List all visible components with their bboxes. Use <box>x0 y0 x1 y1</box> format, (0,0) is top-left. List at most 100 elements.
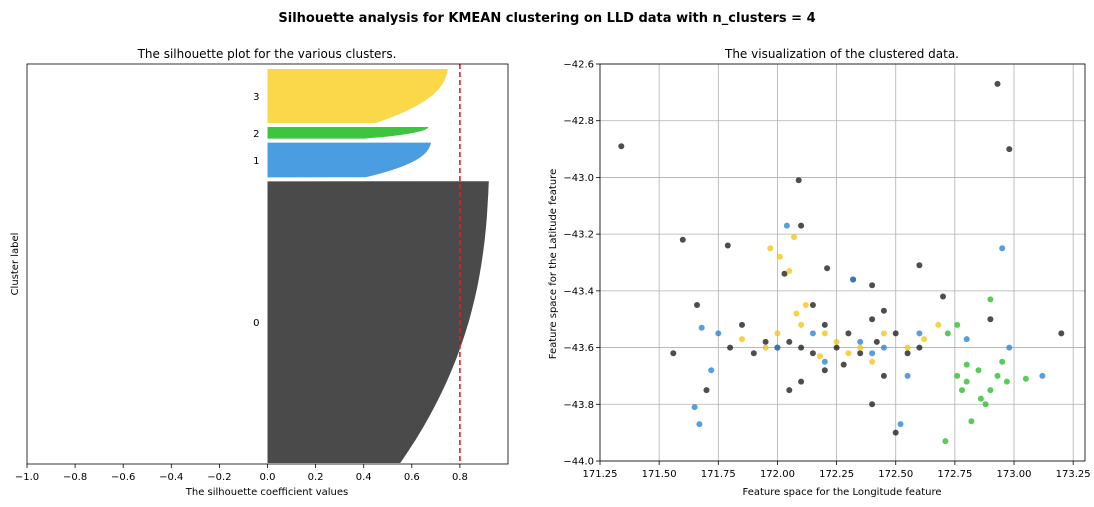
figure-suptitle: Silhouette analysis for KMEAN clustering… <box>278 11 815 26</box>
silhouette-band-cluster-1 <box>267 142 431 178</box>
silhouette-xtick-label: 0.4 <box>356 472 372 483</box>
scatter-point <box>727 344 734 351</box>
scatter-point <box>696 421 703 428</box>
cluster-label-0: 0 <box>253 318 259 329</box>
scatter-point <box>1003 378 1010 385</box>
scatter-point <box>982 401 989 408</box>
scatter-point <box>944 330 951 337</box>
scatter-point <box>845 330 852 337</box>
scatter-point <box>959 387 965 394</box>
scatter-xtick-label: 172.25 <box>819 469 854 480</box>
scatter-point <box>786 268 793 274</box>
scatter-xlabel: Feature space for the Longitude feature <box>742 487 941 498</box>
scatter-point <box>762 344 769 351</box>
scatter-point <box>873 338 880 345</box>
scatter-point <box>963 378 970 385</box>
scatter-point <box>987 296 994 303</box>
scatter-point <box>698 324 705 331</box>
scatter-ylabel: Feature space for the Latitude feature <box>548 169 559 359</box>
scatter-point <box>798 321 805 328</box>
scatter-point <box>1006 146 1013 153</box>
silhouette-xtick-label: 0.2 <box>308 472 324 483</box>
scatter-point <box>880 330 887 337</box>
scatter-point <box>999 358 1006 365</box>
scatter-ytick-label: −43.0 <box>563 173 594 184</box>
scatter-point <box>869 350 876 357</box>
scatter-point <box>1006 344 1013 351</box>
scatter-ytick-label: −42.6 <box>563 60 594 71</box>
scatter-point <box>793 310 800 317</box>
scatter-point <box>869 282 876 289</box>
cluster-label-2: 2 <box>253 129 259 140</box>
scatter-point <box>869 401 876 408</box>
scatter-plot-title: The visualization of the clustered data. <box>724 47 959 61</box>
scatter-point <box>821 321 828 328</box>
scatter-point <box>691 404 698 411</box>
scatter-ytick-label: −43.8 <box>563 400 594 411</box>
scatter-point <box>821 330 828 337</box>
scatter-ytick-label: −44.0 <box>563 457 594 468</box>
scatter-point <box>942 438 949 445</box>
scatter-point <box>767 245 774 252</box>
scatter-xtick-label: 173.25 <box>1056 469 1091 480</box>
scatter-point <box>954 321 961 328</box>
scatter-point <box>880 372 887 379</box>
scatter-point <box>921 336 928 343</box>
scatter-point <box>892 429 899 436</box>
scatter-point <box>798 378 805 385</box>
scatter-point <box>708 367 715 374</box>
scatter-point <box>817 353 823 360</box>
scatter-point <box>809 350 816 357</box>
silhouette-xtick-label: −0.6 <box>111 472 135 483</box>
scatter-point <box>968 418 975 425</box>
scatter-point <box>975 367 982 374</box>
scatter-xtick-label: 172.75 <box>937 469 972 480</box>
scatter-point <box>774 330 781 337</box>
scatter-point <box>1022 375 1029 382</box>
scatter-point <box>916 262 923 269</box>
scatter-point <box>724 242 731 249</box>
scatter-ytick-label: −43.6 <box>563 343 594 354</box>
scatter-point <box>987 387 994 394</box>
scatter-point <box>916 344 923 351</box>
scatter-point <box>802 302 809 308</box>
silhouette-band-cluster-2 <box>267 127 429 139</box>
scatter-point <box>840 361 847 368</box>
silhouette-band-cluster-0 <box>267 181 489 464</box>
scatter-point <box>987 316 994 323</box>
silhouette-xtick-label: 0.8 <box>452 472 468 483</box>
scatter-point <box>880 344 887 351</box>
scatter-point <box>994 80 1001 87</box>
scatter-xtick-label: 172.00 <box>760 469 795 480</box>
silhouette-band-cluster-3 <box>267 69 448 124</box>
scatter-point <box>791 234 797 240</box>
scatter-point <box>762 338 769 345</box>
scatter-point <box>824 265 831 272</box>
scatter-plot-frame <box>599 63 1086 462</box>
scatter-point <box>833 338 840 345</box>
scatter-point <box>786 387 793 394</box>
scatter-xtick-label: 171.75 <box>701 469 736 480</box>
silhouette-xtick-label: −0.2 <box>207 472 231 483</box>
scatter-point <box>783 222 790 229</box>
scatter-point <box>845 350 852 357</box>
scatter-ytick-label: −43.2 <box>563 230 594 241</box>
scatter-point <box>892 330 899 337</box>
scatter-point <box>999 245 1006 252</box>
scatter-point <box>869 358 876 365</box>
scatter-xtick-label: 171.25 <box>583 469 618 480</box>
scatter-xtick-label: 171.50 <box>642 469 677 480</box>
scatter-point <box>833 344 840 351</box>
scatter-point <box>857 350 864 357</box>
scatter-point <box>703 387 710 394</box>
scatter-point <box>739 336 745 343</box>
scatter-point <box>786 338 793 345</box>
scatter-point <box>618 143 625 150</box>
silhouette-ylabel: Cluster label <box>10 233 21 296</box>
silhouette-xtick-label: −0.8 <box>63 472 87 483</box>
scatter-point <box>963 336 970 343</box>
scatter-point <box>897 421 904 428</box>
scatter-point <box>781 270 788 277</box>
scatter-point <box>869 316 876 323</box>
